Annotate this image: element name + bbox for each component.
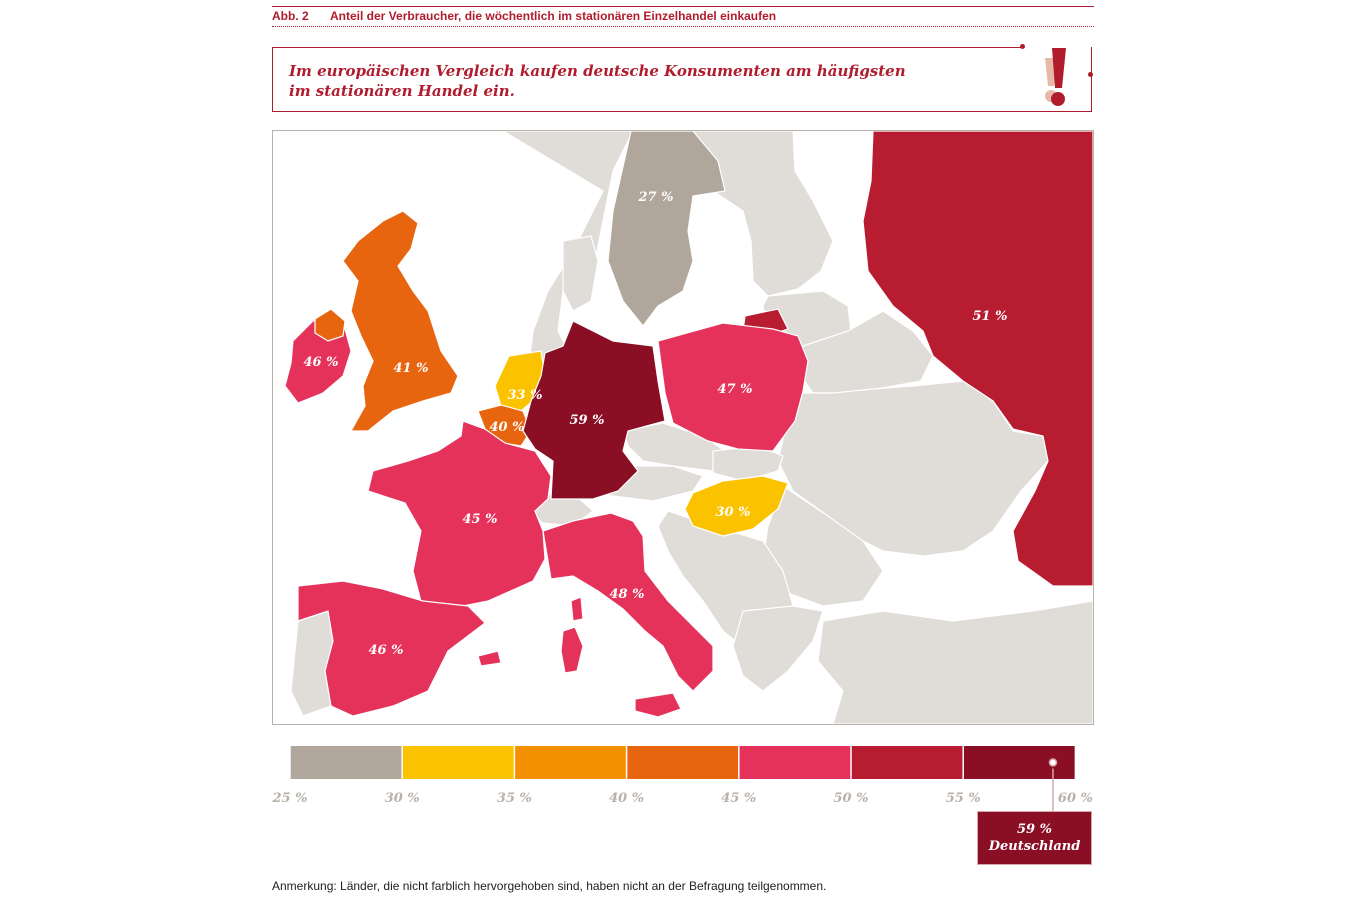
legend-swatch-4 (738, 746, 851, 779)
finland (692, 131, 834, 297)
header-top-rule (272, 6, 1094, 7)
header-dotted-rule (272, 26, 1094, 27)
greece (732, 605, 824, 692)
italy-label: 48 % (610, 587, 645, 602)
turkey (817, 600, 1093, 724)
legend-swatch-2 (514, 746, 627, 779)
legend-tick-label-7: 60 % (1058, 791, 1093, 806)
figure-number: Abb. 2 (272, 9, 309, 23)
poland-label: 47 % (718, 382, 753, 397)
denmark (562, 235, 599, 312)
romania-moldova (762, 485, 884, 607)
legend-tick-label-5: 50 % (834, 791, 869, 806)
legend-swatch-6 (963, 746, 1076, 779)
legend-swatch-3 (626, 746, 739, 779)
legend-tick-label-6: 55 % (946, 791, 981, 806)
netherlands-label: 33 % (508, 388, 543, 403)
sweden (607, 131, 726, 327)
callout-node (1020, 44, 1025, 49)
marker-dot (1048, 758, 1058, 767)
poland (657, 322, 809, 452)
legend-tick-label-2: 35 % (497, 791, 532, 806)
callout-top-rule (272, 47, 1023, 48)
russia-label: 51 % (973, 309, 1008, 324)
legend-swatch-5 (851, 746, 964, 779)
france-label: 45 % (463, 512, 498, 527)
figure-title: Anteil der Verbraucher, die wöchentlich … (330, 9, 777, 23)
europe-map: 27 % 51 % 41 % 46 % 33 % 40 % 59 % 47 % … (272, 130, 1094, 725)
ireland-label: 46 % (304, 355, 339, 370)
exclamation-icon (1045, 48, 1066, 106)
legend-tick-label-4: 45 % (721, 791, 756, 806)
france (367, 420, 552, 610)
legend-tick-label-1: 30 % (385, 791, 420, 806)
russia (862, 131, 1093, 587)
legend-swatch-0 (290, 746, 403, 779)
color-scale-legend: 25 % 30 % 35 % 40 % 45 % 50 % 55 % 60 % (272, 738, 1094, 811)
marker-country: Deutschland (988, 839, 1081, 854)
hungary (684, 475, 789, 537)
marker-callout: 59 % Deutschland (977, 811, 1092, 865)
uk (342, 210, 459, 432)
germany (522, 320, 666, 500)
legend-tick-label-0: 25 % (272, 791, 308, 806)
spain-label: 46 % (369, 643, 404, 658)
italy (542, 512, 714, 718)
callout-side-node (1088, 72, 1093, 77)
figure-header: Abb. 2 Anteil der Verbraucher, die wöche… (272, 0, 1094, 28)
footnote: Anmerkung: Länder, die nicht farblich he… (272, 879, 827, 893)
germany-label: 59 % (570, 413, 605, 428)
callout-text: Im europäischen Vergleich kaufen deutsch… (289, 62, 906, 100)
ukraine (777, 380, 1049, 557)
callout-box: Im europäischen Vergleich kaufen deutsch… (272, 44, 1092, 112)
legend-tick-label-3: 40 % (609, 791, 644, 806)
spain (297, 580, 502, 717)
hungary-label: 30 % (716, 505, 751, 520)
legend-swatch-1 (402, 746, 515, 779)
sweden-label: 27 % (638, 190, 674, 205)
marker-value: 59 % (1017, 822, 1052, 837)
northern-ireland (314, 308, 346, 342)
belgium-label: 40 % (490, 420, 525, 435)
belarus (800, 310, 934, 394)
uk-label: 41 % (394, 361, 429, 376)
